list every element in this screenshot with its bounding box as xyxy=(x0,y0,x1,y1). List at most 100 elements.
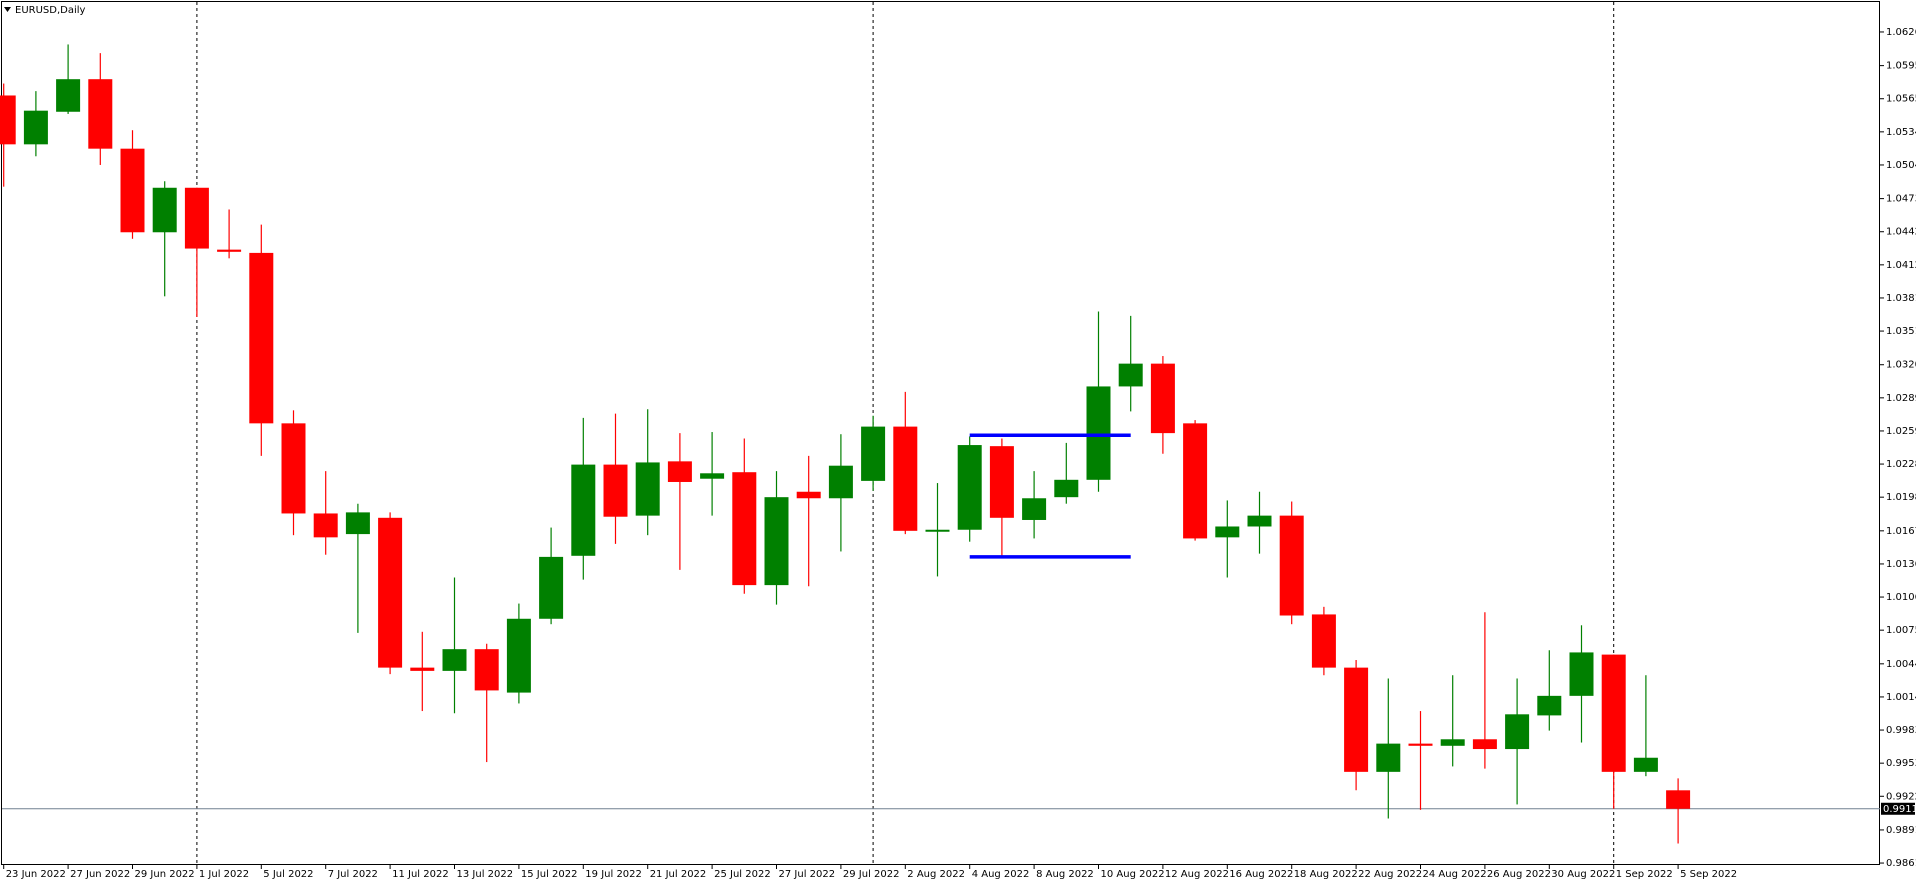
candle-body xyxy=(442,649,467,671)
y-tick-label: 1.02895 xyxy=(1886,393,1916,404)
candle-body xyxy=(893,426,918,531)
candle-body xyxy=(957,445,982,530)
y-tick-label: 1.01060 xyxy=(1886,592,1916,603)
candle-body xyxy=(1086,386,1111,480)
x-tick-label: 10 Aug 2022 xyxy=(1101,869,1165,880)
candle-body xyxy=(281,423,306,514)
candle-body xyxy=(23,110,48,145)
x-tick-label: 15 Jul 2022 xyxy=(521,869,578,880)
menu-triangle[interactable] xyxy=(4,7,11,12)
x-tick-label: 27 Jul 2022 xyxy=(779,869,836,880)
candle-body xyxy=(249,252,274,424)
candle-body xyxy=(217,249,242,252)
y-tick-label: 1.01365 xyxy=(1886,559,1916,570)
candle-body xyxy=(506,618,531,693)
candle-body xyxy=(0,95,16,145)
candle-body xyxy=(1279,515,1304,616)
y-tick-label: 1.04120 xyxy=(1886,260,1916,271)
x-tick-label: 22 Aug 2022 xyxy=(1358,869,1422,880)
y-tick-label: 1.05650 xyxy=(1886,94,1916,105)
y-tick-label: 1.05040 xyxy=(1886,160,1916,171)
candle-body xyxy=(1440,739,1465,746)
x-tick-label: 21 Jul 2022 xyxy=(650,869,707,880)
x-tick-label: 30 Aug 2022 xyxy=(1551,869,1615,880)
candle-body xyxy=(1666,790,1691,809)
candle-body xyxy=(184,187,209,249)
x-tick-label: 25 Jul 2022 xyxy=(714,869,771,880)
y-tick-label: 1.00755 xyxy=(1886,625,1916,636)
candle-body xyxy=(1472,739,1497,750)
candle-body xyxy=(88,79,113,149)
x-tick-label: 16 Aug 2022 xyxy=(1229,869,1293,880)
y-tick-label: 1.01980 xyxy=(1886,492,1916,503)
x-tick-label: 7 Jul 2022 xyxy=(328,869,378,880)
y-tick-label: 1.05345 xyxy=(1886,127,1916,138)
y-tick-label: 0.98610 xyxy=(1886,858,1916,869)
candle-body xyxy=(56,79,81,112)
candle-body xyxy=(1215,526,1240,538)
candle-body xyxy=(1344,667,1369,772)
plot-frame xyxy=(1,1,1880,865)
candle-body xyxy=(925,529,950,532)
candle-body xyxy=(732,472,757,586)
x-tick-label: 19 Jul 2022 xyxy=(585,869,642,880)
candle-body xyxy=(1150,363,1175,434)
candle-body xyxy=(1183,423,1208,539)
y-tick-label: 0.99225 xyxy=(1886,791,1916,802)
x-tick-label: 1 Jul 2022 xyxy=(199,869,249,880)
y-tick-label: 0.99530 xyxy=(1886,758,1916,769)
y-tick-label: 1.03510 xyxy=(1886,326,1916,337)
y-tick-label: 1.06265 xyxy=(1886,27,1916,38)
candle-body xyxy=(861,426,886,481)
candle-body xyxy=(989,446,1014,518)
candle-body xyxy=(1022,498,1047,520)
y-tick-label: 1.01670 xyxy=(1886,526,1916,537)
y-tick-label: 0.98915 xyxy=(1886,825,1916,836)
x-tick-label: 1 Sep 2022 xyxy=(1616,869,1673,880)
candle-body xyxy=(1569,652,1594,696)
candle-body xyxy=(764,497,789,586)
x-tick-label: 2 Aug 2022 xyxy=(907,869,965,880)
candle-body xyxy=(1505,714,1530,750)
x-tick-label: 8 Aug 2022 xyxy=(1036,869,1094,880)
candle-body xyxy=(571,464,596,556)
candle-body xyxy=(667,461,692,482)
chart-title: EURUSD,Daily xyxy=(15,5,86,16)
y-tick-label: 1.05955 xyxy=(1886,61,1916,72)
y-tick-label: 1.04730 xyxy=(1886,194,1916,205)
current-price-label: 0.99110 xyxy=(1883,804,1916,815)
candle-body xyxy=(1118,363,1143,387)
candle-body xyxy=(152,187,177,233)
candle-body xyxy=(345,512,370,535)
candle-body xyxy=(1408,743,1433,746)
y-tick-label: 1.02590 xyxy=(1886,426,1916,437)
candle-body xyxy=(603,464,628,517)
y-tick-label: 1.03815 xyxy=(1886,293,1916,304)
x-tick-label: 29 Jul 2022 xyxy=(843,869,900,880)
y-tick-label: 0.99835 xyxy=(1886,725,1916,736)
x-tick-label: 12 Aug 2022 xyxy=(1165,869,1229,880)
x-tick-label: 11 Jul 2022 xyxy=(392,869,449,880)
candle-body xyxy=(410,667,435,671)
y-tick-label: 1.04425 xyxy=(1886,227,1916,238)
x-tick-label: 24 Aug 2022 xyxy=(1423,869,1487,880)
x-tick-label: 13 Jul 2022 xyxy=(457,869,514,880)
candle-body xyxy=(635,462,660,516)
x-tick-label: 27 Jun 2022 xyxy=(70,869,130,880)
y-tick-label: 1.02285 xyxy=(1886,459,1916,470)
x-tick-label: 26 Aug 2022 xyxy=(1487,869,1551,880)
candle-body xyxy=(700,473,725,479)
x-tick-label: 5 Sep 2022 xyxy=(1680,869,1737,880)
candle-body xyxy=(1537,695,1562,716)
candle-body xyxy=(378,517,403,668)
candle-body xyxy=(1311,614,1336,668)
candle-body xyxy=(1633,757,1658,772)
y-tick-label: 1.03200 xyxy=(1886,360,1916,371)
candle-body xyxy=(313,513,338,538)
x-tick-label: 4 Aug 2022 xyxy=(972,869,1030,880)
current-price-box xyxy=(1881,802,1915,815)
candle-body xyxy=(1376,743,1401,772)
candle-body xyxy=(1247,515,1272,527)
x-tick-label: 29 Jun 2022 xyxy=(135,869,195,880)
